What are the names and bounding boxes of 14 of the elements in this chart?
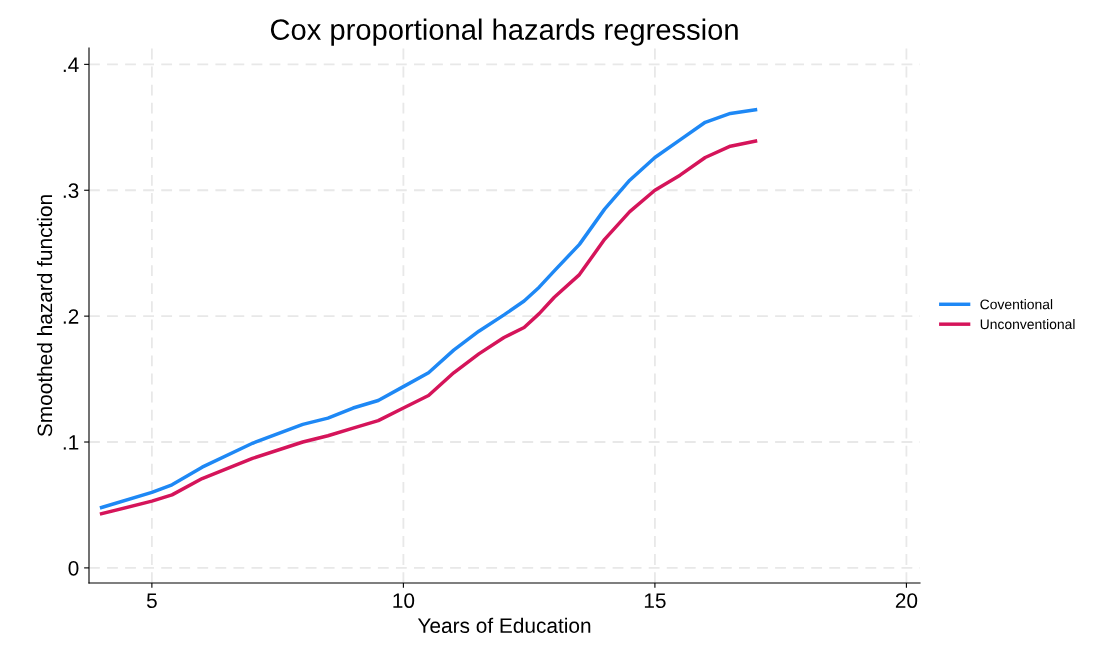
x-tick-label: 15	[644, 593, 666, 609]
x-tick-label: 20	[895, 593, 918, 609]
legend-label: Coventional	[980, 299, 1053, 310]
x-tick-label: 10	[393, 593, 415, 609]
y-tick-label: .1	[63, 435, 79, 450]
y-axis-title: Smoothed hazard function	[36, 195, 53, 437]
x-axis-title: Years of Education	[417, 617, 591, 633]
legend-label: Unconventional	[980, 318, 1075, 330]
y-tick-label: .3	[63, 183, 79, 198]
chart-title: Cox proportional hazards regression	[270, 18, 738, 46]
y-tick-label: .4	[63, 57, 79, 72]
x-tick-label: 5	[146, 593, 157, 609]
y-tick-label: 0	[68, 560, 79, 576]
y-tick-label: .2	[63, 309, 79, 324]
